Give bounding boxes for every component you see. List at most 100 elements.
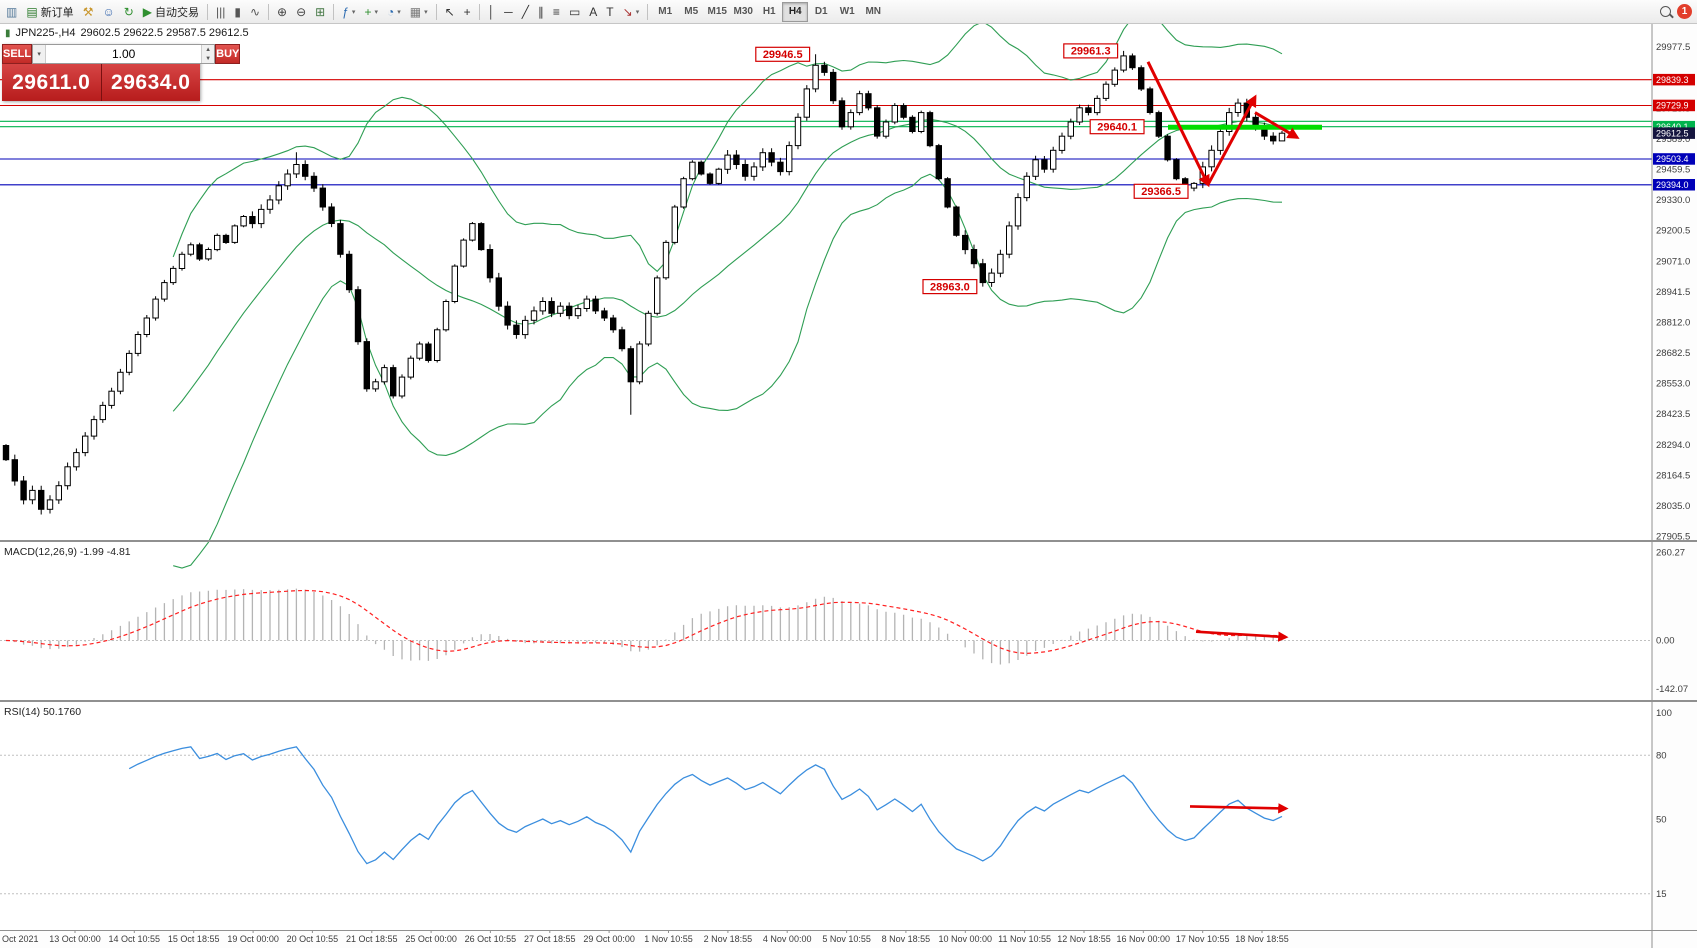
timeframe-m1[interactable]: M1 <box>652 2 678 22</box>
timeframe-w1[interactable]: W1 <box>834 2 860 22</box>
toolbar-separator <box>478 3 480 20</box>
svg-text:29729.9: 29729.9 <box>1656 101 1689 111</box>
bollinger-upper <box>172 24 1283 273</box>
buy-button[interactable]: BUY <box>215 44 241 64</box>
bar-chart-type-icon[interactable]: ||| <box>212 1 229 22</box>
timeframe-m5[interactable]: M5 <box>678 2 704 22</box>
toolbar-separator <box>647 3 649 20</box>
refresh-icon[interactable]: ↻ <box>120 1 138 22</box>
chart-canvas[interactable]: 29977.529848.029718.529589.029459.529330… <box>0 24 1697 948</box>
indicators-icon: ƒ <box>342 4 349 19</box>
svg-text:80: 80 <box>1656 751 1667 762</box>
svg-text:26 Oct 10:55: 26 Oct 10:55 <box>465 934 517 944</box>
svg-text:4 Nov 00:00: 4 Nov 00:00 <box>763 934 812 944</box>
timeframe-h1[interactable]: H1 <box>756 2 782 22</box>
toolbar-separator <box>207 3 209 20</box>
indicators-icon[interactable]: ƒ ▾ <box>338 1 359 22</box>
rsi-surface[interactable] <box>0 702 1697 930</box>
svg-text:28423.5: 28423.5 <box>1656 409 1690 420</box>
volume-down-button[interactable]: ▼ <box>202 54 215 63</box>
notification-badge[interactable]: 1 <box>1677 4 1692 19</box>
svg-text:18 Nov 18:55: 18 Nov 18:55 <box>1235 934 1289 944</box>
svg-text:17 Nov 10:55: 17 Nov 10:55 <box>1176 934 1230 944</box>
volume-input[interactable] <box>46 45 202 63</box>
svg-text:29071.0: 29071.0 <box>1656 256 1690 267</box>
fibonacci-icon: ≡ <box>552 4 560 19</box>
macd-panel: MACD(12,26,9) -1.99 -4.81 260.27 0.00 -142.… <box>0 546 1688 695</box>
charts-window-icon[interactable]: ▥ <box>2 1 21 22</box>
volume-dropdown-button[interactable]: ▾ <box>33 45 47 63</box>
price-callouts[interactable]: 29946.5 29961.3 29640.1 29366.5 28963.0 <box>755 43 1189 295</box>
line-chart-type-icon: ∿ <box>249 4 261 19</box>
svg-text:28682.5: 28682.5 <box>1656 348 1690 359</box>
svg-text:28294.0: 28294.0 <box>1656 440 1690 451</box>
one-click-trading-panel: SELL ▾ ▲ ▼ BUY 29611.0 29634.0 <box>2 44 241 101</box>
horizontal-line-icon[interactable]: ─ <box>500 1 517 22</box>
arrows-tool-icon[interactable]: ↘ ▾ <box>619 1 644 22</box>
shapes-icon[interactable]: ▭ <box>565 1 584 22</box>
chevron-down-icon: ▾ <box>635 8 640 16</box>
vertical-line-icon: │ <box>487 4 496 19</box>
tile-windows-icon[interactable]: ⊞ <box>311 1 329 22</box>
macd-surface[interactable] <box>0 542 1697 700</box>
timeframe-h4[interactable]: H4 <box>782 1 809 22</box>
panel-separator[interactable] <box>0 24 1697 948</box>
zoom-out-icon[interactable]: ⊖ <box>292 1 310 22</box>
price-axis[interactable] <box>1652 24 1697 930</box>
sell-button[interactable]: SELL <box>2 44 33 64</box>
trend-arrows[interactable] <box>1146 61 1300 188</box>
add-indicator-icon[interactable]: + ▾ <box>360 1 382 22</box>
rsi-arrow[interactable] <box>1189 803 1289 814</box>
rsi-line <box>128 746 1283 865</box>
volume-spinner: ▲ ▼ <box>201 45 215 63</box>
line-chart-type-icon[interactable]: ∿ <box>246 1 264 22</box>
svg-text:21 Oct 18:55: 21 Oct 18:55 <box>346 934 398 944</box>
text-icon[interactable]: A <box>585 1 601 22</box>
level-lines[interactable] <box>0 79 1652 186</box>
fibonacci-icon[interactable]: ≡ <box>549 1 564 22</box>
svg-text:28035.0: 28035.0 <box>1656 501 1690 512</box>
svg-text:29200.5: 29200.5 <box>1656 226 1690 237</box>
volume-up-button[interactable]: ▲ <box>202 45 215 54</box>
periods-icon[interactable]: ◔ ▾ <box>383 1 405 22</box>
crosshair-icon[interactable]: + <box>460 1 475 22</box>
svg-text:29961.3: 29961.3 <box>1071 46 1111 58</box>
macd-arrow[interactable] <box>1195 630 1289 642</box>
svg-text:29503.4: 29503.4 <box>1656 154 1689 164</box>
buy-price[interactable]: 29634.0 <box>101 64 200 101</box>
cursor-icon[interactable]: ↖ <box>441 1 459 22</box>
autotrading-button[interactable]: ▶ 自动交易 <box>139 1 203 22</box>
timeframe-m15[interactable]: M15 <box>704 2 730 22</box>
text-label-icon[interactable]: T <box>602 1 617 22</box>
svg-text:25 Oct 00:00: 25 Oct 00:00 <box>405 934 457 944</box>
equidistant-channel-icon[interactable]: ∥ <box>534 1 548 22</box>
timeframe-m30[interactable]: M30 <box>730 2 756 22</box>
time-axis[interactable] <box>0 930 1697 948</box>
ohlc-values: 29602.5 29622.5 29587.5 29612.5 <box>80 27 249 39</box>
trendline-icon[interactable]: ╱ <box>518 1 533 22</box>
templates-icon: ▦ <box>409 4 422 19</box>
search-icon[interactable] <box>1660 6 1671 17</box>
equidistant-channel-icon: ∥ <box>537 4 544 19</box>
bull-candles <box>29 55 1286 510</box>
strategy-tester-icon[interactable]: ⚒ <box>79 1 98 22</box>
templates-icon[interactable]: ▦ ▾ <box>406 1 432 22</box>
timeframe-d1[interactable]: D1 <box>808 2 834 22</box>
svg-text:28553.0: 28553.0 <box>1656 379 1690 390</box>
svg-text:28963.0: 28963.0 <box>930 281 970 293</box>
zoom-in-icon[interactable]: ⊕ <box>273 1 291 22</box>
macd-signal-line <box>5 589 1283 655</box>
candlestick-chart-type-icon[interactable]: ▮ <box>230 1 245 22</box>
svg-text:16 Nov 00:00: 16 Nov 00:00 <box>1117 934 1171 944</box>
svg-text:29612.5: 29612.5 <box>1656 128 1689 138</box>
strategy-tester-icon: ⚒ <box>82 4 94 19</box>
main-chart-surface[interactable] <box>0 24 1697 540</box>
profile-icon[interactable]: ☺ <box>98 1 118 22</box>
new-order-button[interactable]: ▤ 新订单 <box>22 1 77 22</box>
sell-price[interactable]: 29611.0 <box>2 64 101 101</box>
bear-candles <box>2 55 1277 510</box>
horizontal-line-icon: ─ <box>504 4 513 19</box>
vertical-line-icon[interactable]: │ <box>484 1 500 22</box>
timeframe-mn[interactable]: MN <box>860 2 886 22</box>
